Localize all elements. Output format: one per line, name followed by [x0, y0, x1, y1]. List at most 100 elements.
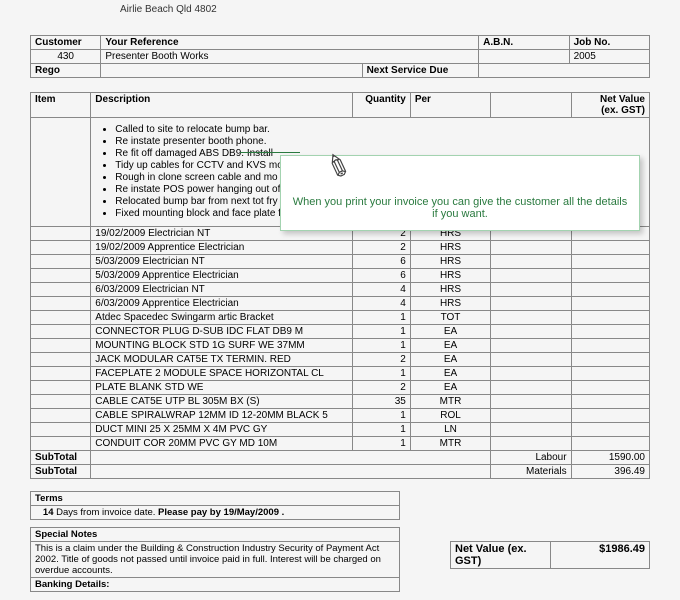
row-per: MTR: [410, 395, 490, 409]
row-per: LN: [410, 423, 490, 437]
rego-value: [101, 64, 362, 78]
row-qty: 2: [352, 381, 410, 395]
row-item: [31, 269, 91, 283]
row-per: HRS: [410, 283, 490, 297]
row-per: EA: [410, 339, 490, 353]
row-item: [31, 297, 91, 311]
row-net: [571, 409, 649, 423]
row-per: EA: [410, 367, 490, 381]
table-row: DUCT MINI 25 X 25MM X 4M PVC GY1LN: [31, 423, 650, 437]
row-qty: 1: [352, 437, 410, 451]
row-item: [31, 241, 91, 255]
row-blank: [491, 297, 571, 311]
row-qty: 1: [352, 423, 410, 437]
row-desc: 19/02/2009 Apprentice Electrician: [91, 241, 352, 255]
row-qty: 35: [352, 395, 410, 409]
customer-label: Customer: [31, 36, 101, 50]
row-item: [31, 353, 91, 367]
row-blank: [491, 339, 571, 353]
col-quantity: Quantity: [352, 93, 410, 118]
labour-label: Labour: [491, 451, 571, 465]
col-per: Per: [410, 93, 490, 118]
row-per: HRS: [410, 269, 490, 283]
net-value-label: Net Value (ex. GST): [451, 542, 551, 569]
row-qty: 6: [352, 269, 410, 283]
address-line: Airlie Beach Qld 4802: [120, 4, 650, 15]
table-row: 5/03/2009 Electrician NT6HRS: [31, 255, 650, 269]
row-qty: 2: [352, 241, 410, 255]
banking-label: Banking Details:: [31, 578, 400, 592]
row-qty: 6: [352, 255, 410, 269]
row-per: EA: [410, 353, 490, 367]
row-blank: [491, 437, 571, 451]
row-qty: 1: [352, 325, 410, 339]
rego-label: Rego: [31, 64, 101, 78]
row-item: [31, 395, 91, 409]
row-per: EA: [410, 325, 490, 339]
row-net: [571, 395, 649, 409]
row-item: [31, 311, 91, 325]
row-blank: [491, 325, 571, 339]
table-row: CONNECTOR PLUG D-SUB IDC FLAT DB9 M1EA: [31, 325, 650, 339]
row-desc: MOUNTING BLOCK STD 1G SURF WE 37MM: [91, 339, 352, 353]
row-net: [571, 269, 649, 283]
row-blank: [491, 423, 571, 437]
row-desc: CONNECTOR PLUG D-SUB IDC FLAT DB9 M: [91, 325, 352, 339]
desc-item-blank: [31, 118, 91, 227]
table-row: 5/03/2009 Apprentice Electrician6HRS: [31, 269, 650, 283]
row-per: EA: [410, 381, 490, 395]
row-net: [571, 283, 649, 297]
col-netvalue: Net Value(ex. GST): [571, 93, 649, 118]
row-desc: 6/03/2009 Electrician NT: [91, 283, 352, 297]
row-item: [31, 283, 91, 297]
row-blank: [491, 255, 571, 269]
subtotal-label-2: SubTotal: [31, 465, 91, 479]
table-row: 19/02/2009 Apprentice Electrician2HRS: [31, 241, 650, 255]
row-item: [31, 437, 91, 451]
row-net: [571, 339, 649, 353]
row-desc: CONDUIT COR 20MM PVC GY MD 10M: [91, 437, 352, 451]
terms-label: Terms: [31, 492, 400, 506]
row-blank: [491, 367, 571, 381]
table-row: 6/03/2009 Electrician NT4HRS: [31, 283, 650, 297]
callout-line: [240, 152, 300, 153]
row-blank: [491, 353, 571, 367]
row-net: [571, 325, 649, 339]
row-qty: 4: [352, 297, 410, 311]
table-row: 6/03/2009 Apprentice Electrician4HRS: [31, 297, 650, 311]
next-service-label: Next Service Due: [362, 64, 479, 78]
row-item: [31, 367, 91, 381]
row-net: [571, 241, 649, 255]
row-desc: CABLE CAT5E UTP BL 305M BX (S): [91, 395, 352, 409]
jobno-value: 2005: [569, 50, 649, 64]
row-desc: PLATE BLANK STD WE: [91, 381, 352, 395]
reference-value: Presenter Booth Works: [101, 50, 479, 64]
table-row: FACEPLATE 2 MODULE SPACE HORIZONTAL CL1E…: [31, 367, 650, 381]
special-notes-text: This is a claim under the Building & Con…: [31, 542, 400, 578]
table-row: JACK MODULAR CAT5E TX TERMIN. RED2EA: [31, 353, 650, 367]
table-row: MOUNTING BLOCK STD 1G SURF WE 37MM1EA: [31, 339, 650, 353]
net-value-amount: $1986.49: [550, 542, 650, 569]
row-item: [31, 227, 91, 241]
row-item: [31, 381, 91, 395]
col-blank: [491, 93, 571, 118]
subtotal-label-1: SubTotal: [31, 451, 91, 465]
row-per: TOT: [410, 311, 490, 325]
row-item: [31, 423, 91, 437]
terms-box: Terms 14 Days from invoice date. Please …: [30, 491, 400, 592]
customer-header-table: Customer Your Reference A.B.N. Job No. 4…: [30, 35, 650, 78]
row-qty: 1: [352, 311, 410, 325]
table-row: Atdec Spacedec Swingarm artic Bracket1TO…: [31, 311, 650, 325]
row-blank: [491, 409, 571, 423]
row-per: MTR: [410, 437, 490, 451]
row-qty: 1: [352, 367, 410, 381]
row-blank: [491, 269, 571, 283]
col-item: Item: [31, 93, 91, 118]
row-desc: 5/03/2009 Apprentice Electrician: [91, 269, 352, 283]
table-row: CABLE SPIRALWRAP 12MM ID 12-20MM BLACK 5…: [31, 409, 650, 423]
abn-value: [479, 50, 569, 64]
row-item: [31, 325, 91, 339]
next-service-value: [479, 64, 650, 78]
row-item: [31, 409, 91, 423]
table-row: PLATE BLANK STD WE2EA: [31, 381, 650, 395]
